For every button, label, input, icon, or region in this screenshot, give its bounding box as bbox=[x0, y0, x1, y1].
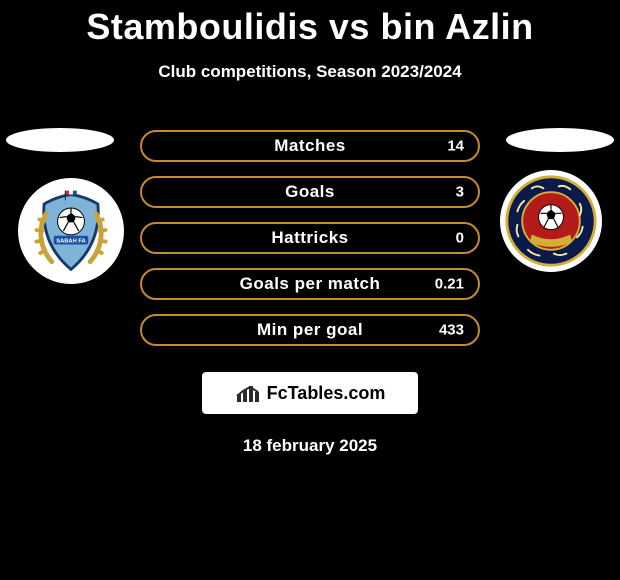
stat-row-goals: Goals 3 bbox=[140, 176, 480, 208]
stat-value: 3 bbox=[456, 184, 464, 201]
subtitle: Club competitions, Season 2023/2024 bbox=[0, 62, 620, 82]
club-crest-left: SABAH FA bbox=[18, 178, 124, 284]
stat-label: Hattricks bbox=[271, 228, 348, 248]
sabah-crest-icon: SABAH FA bbox=[23, 183, 119, 279]
brand-text: FcTables.com bbox=[267, 383, 386, 404]
stat-value: 0.21 bbox=[435, 276, 464, 293]
stat-value: 0 bbox=[456, 230, 464, 247]
stat-value: 14 bbox=[447, 138, 464, 155]
platform-ellipse-right bbox=[506, 128, 614, 152]
club-crest-right bbox=[500, 170, 602, 272]
stat-row-goals-per-match: Goals per match 0.21 bbox=[140, 268, 480, 300]
main-container: Stamboulidis vs bin Azlin Club competiti… bbox=[0, 0, 620, 456]
stat-label: Matches bbox=[274, 136, 346, 156]
brand-box[interactable]: FcTables.com bbox=[202, 372, 418, 414]
stat-row-matches: Matches 14 bbox=[140, 130, 480, 162]
stat-label: Min per goal bbox=[257, 320, 363, 340]
stat-label: Goals bbox=[285, 182, 335, 202]
stat-row-min-per-goal: Min per goal 433 bbox=[140, 314, 480, 346]
stat-label: Goals per match bbox=[240, 274, 381, 294]
page-title: Stamboulidis vs bin Azlin bbox=[0, 6, 620, 48]
platform-ellipse-left bbox=[6, 128, 114, 152]
date-label: 18 february 2025 bbox=[0, 436, 620, 456]
stat-value: 433 bbox=[439, 322, 464, 339]
pdrm-crest-icon bbox=[503, 173, 599, 269]
svg-text:SABAH FA: SABAH FA bbox=[56, 239, 85, 245]
chart-icon bbox=[235, 382, 263, 404]
stat-row-hattricks: Hattricks 0 bbox=[140, 222, 480, 254]
brand-inner: FcTables.com bbox=[235, 382, 386, 404]
